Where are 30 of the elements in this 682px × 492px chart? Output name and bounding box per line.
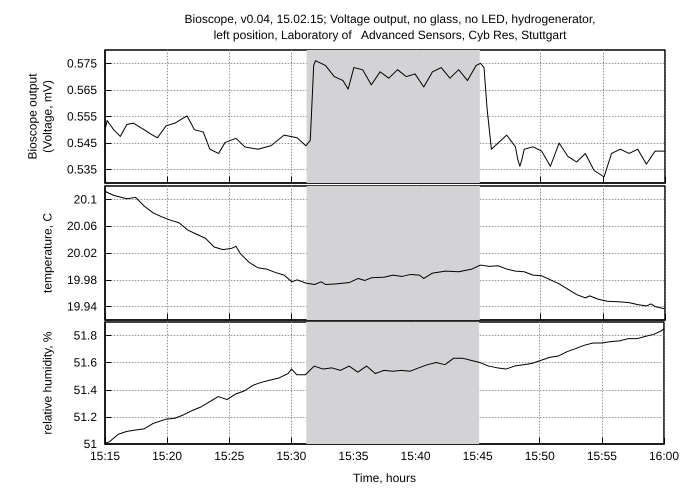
y-axis-title: temperature, C <box>40 212 54 294</box>
x-tick-label: 15:15 <box>90 449 120 463</box>
y-tick-label: 51 <box>84 437 98 451</box>
y-axis-title: Bioscope output (Voltage, mV) <box>26 72 54 160</box>
x-tick-label: 15:50 <box>524 449 556 463</box>
y-tick-label: 0.555 <box>66 110 98 124</box>
y-tick-label: 19.98 <box>66 272 98 287</box>
x-axis-title: Time, hours <box>353 471 416 485</box>
x-tick-label: 15:20 <box>152 449 182 463</box>
y-tick-label: 51.2 <box>74 410 98 424</box>
y-tick-label: 20.1 <box>74 192 98 206</box>
x-tick-label: 15:55 <box>586 449 618 463</box>
y-tick-label: 0.565 <box>66 82 98 97</box>
x-tick-label: 15:30 <box>276 449 307 463</box>
y-tick-label: 0.575 <box>66 56 98 70</box>
x-tick-label: 16:00 <box>648 449 680 463</box>
chart-title: Bioscope, v0.04, 15.02.15; Voltage output, no glass, no LED, hydrogenerator, left position, Laboratory of Advanced Sensors, Cyb Res, Stuttgart <box>184 12 596 42</box>
y-tick-label: 0.535 <box>66 162 98 177</box>
y-tick-label: 51.6 <box>74 356 98 370</box>
y-axis-title: relative humidity, % <box>40 331 54 435</box>
x-tick-label: 15:25 <box>214 449 245 463</box>
y-tick-label: 51.8 <box>74 328 98 343</box>
y-tick-label: 20.06 <box>66 219 98 234</box>
x-tick-label: 15:35 <box>338 449 369 463</box>
y-tick-label: 19.94 <box>66 300 98 314</box>
x-tick-label: 15:45 <box>462 449 493 463</box>
y-tick-label: 0.545 <box>66 136 98 150</box>
y-tick-label: 20.02 <box>66 246 98 260</box>
x-tick-label: 15:40 <box>400 449 431 463</box>
y-tick-label: 51.4 <box>74 382 98 397</box>
